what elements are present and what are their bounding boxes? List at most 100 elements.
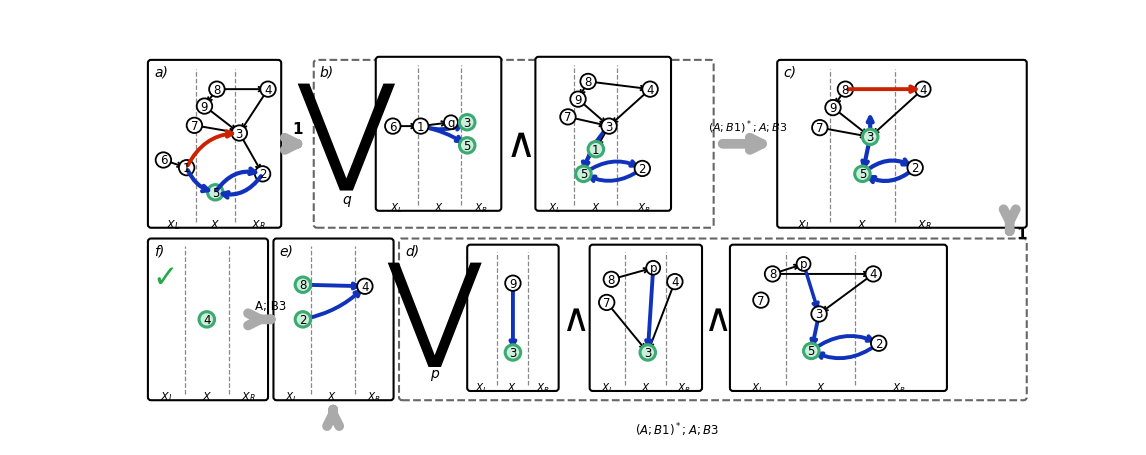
Text: 2: 2 bbox=[299, 313, 307, 326]
Circle shape bbox=[254, 167, 270, 182]
Text: 9: 9 bbox=[509, 277, 517, 290]
Text: 5: 5 bbox=[463, 140, 471, 152]
Text: p: p bbox=[800, 258, 807, 271]
Text: $X_R$: $X_R$ bbox=[251, 217, 266, 231]
Circle shape bbox=[667, 274, 683, 290]
Text: 2: 2 bbox=[259, 168, 266, 181]
Circle shape bbox=[863, 130, 878, 145]
Text: 1: 1 bbox=[417, 120, 424, 133]
Circle shape bbox=[908, 161, 923, 176]
FancyBboxPatch shape bbox=[730, 245, 947, 391]
Circle shape bbox=[865, 267, 881, 282]
Text: $\bigvee$: $\bigvee$ bbox=[297, 81, 397, 192]
Circle shape bbox=[599, 295, 614, 310]
Circle shape bbox=[505, 345, 520, 360]
Circle shape bbox=[460, 138, 474, 154]
Text: $X$: $X$ bbox=[210, 217, 220, 229]
Circle shape bbox=[643, 82, 658, 98]
Text: 6: 6 bbox=[159, 154, 167, 167]
Text: 3: 3 bbox=[509, 346, 517, 359]
Text: $X_R$: $X_R$ bbox=[536, 380, 550, 394]
Circle shape bbox=[753, 293, 769, 308]
Text: 3: 3 bbox=[815, 308, 823, 321]
Text: 8: 8 bbox=[299, 278, 307, 292]
Text: $X_R$: $X_R$ bbox=[367, 389, 382, 403]
Text: 9: 9 bbox=[201, 101, 209, 113]
Text: $X$: $X$ bbox=[857, 217, 868, 229]
Circle shape bbox=[260, 82, 276, 98]
Text: 7: 7 bbox=[603, 296, 611, 309]
Text: 8: 8 bbox=[584, 76, 591, 89]
Text: $X$: $X$ bbox=[591, 201, 601, 212]
Circle shape bbox=[796, 258, 810, 271]
Circle shape bbox=[588, 142, 604, 157]
Text: ✓: ✓ bbox=[152, 263, 178, 292]
Text: 9: 9 bbox=[830, 102, 837, 115]
Text: $X_L$: $X_L$ bbox=[166, 217, 180, 231]
Text: 7: 7 bbox=[758, 294, 764, 307]
Text: $(A;B1)^*;A;B3$: $(A;B1)^*;A;B3$ bbox=[708, 118, 787, 135]
Text: 8: 8 bbox=[213, 83, 220, 96]
Text: 4: 4 bbox=[870, 268, 877, 281]
Circle shape bbox=[838, 82, 853, 98]
Text: A; B3: A; B3 bbox=[254, 299, 286, 312]
Text: $X_L$: $X_L$ bbox=[548, 201, 562, 214]
Text: $X_R$: $X_R$ bbox=[637, 201, 651, 214]
Circle shape bbox=[813, 121, 827, 136]
Text: 4: 4 bbox=[265, 83, 272, 96]
Text: 1: 1 bbox=[292, 122, 303, 137]
Circle shape bbox=[602, 119, 617, 135]
Circle shape bbox=[199, 312, 214, 327]
Text: c): c) bbox=[784, 66, 796, 79]
Text: 4: 4 bbox=[919, 83, 927, 96]
Text: $X_L$: $X_L$ bbox=[476, 380, 488, 394]
Circle shape bbox=[580, 75, 596, 90]
Text: b): b) bbox=[320, 66, 335, 79]
Text: q: q bbox=[447, 116, 455, 130]
Circle shape bbox=[209, 82, 225, 98]
Circle shape bbox=[187, 118, 202, 134]
Circle shape bbox=[385, 119, 401, 135]
Text: 6: 6 bbox=[388, 120, 397, 133]
Text: 8: 8 bbox=[607, 273, 615, 286]
Circle shape bbox=[639, 345, 656, 360]
FancyBboxPatch shape bbox=[274, 239, 393, 400]
FancyBboxPatch shape bbox=[148, 239, 268, 400]
Text: $X$: $X$ bbox=[202, 389, 212, 402]
Circle shape bbox=[179, 161, 195, 176]
Text: $\wedge$: $\wedge$ bbox=[562, 301, 587, 339]
Circle shape bbox=[207, 185, 223, 201]
Text: $\wedge$: $\wedge$ bbox=[504, 124, 532, 166]
Text: 4: 4 bbox=[361, 280, 369, 293]
Circle shape bbox=[575, 167, 591, 182]
Circle shape bbox=[571, 92, 586, 108]
Circle shape bbox=[460, 115, 474, 131]
FancyBboxPatch shape bbox=[777, 61, 1027, 228]
Circle shape bbox=[764, 267, 780, 282]
Text: 2: 2 bbox=[638, 162, 646, 176]
Text: $X$: $X$ bbox=[816, 380, 825, 392]
Circle shape bbox=[156, 153, 171, 168]
FancyBboxPatch shape bbox=[590, 245, 702, 391]
Text: e): e) bbox=[280, 243, 293, 258]
Circle shape bbox=[231, 126, 248, 142]
Text: $X_R$: $X_R$ bbox=[474, 201, 488, 214]
Text: 4: 4 bbox=[646, 83, 654, 96]
Text: 7: 7 bbox=[816, 122, 824, 135]
Text: p: p bbox=[650, 262, 657, 275]
Text: 5: 5 bbox=[808, 345, 815, 358]
Circle shape bbox=[560, 110, 575, 125]
Text: 7: 7 bbox=[564, 111, 572, 124]
Text: 3: 3 bbox=[463, 116, 471, 130]
Text: a): a) bbox=[154, 66, 168, 79]
Text: $X_R$: $X_R$ bbox=[917, 217, 932, 231]
FancyBboxPatch shape bbox=[148, 61, 281, 228]
Text: $\bigvee$: $\bigvee$ bbox=[386, 259, 482, 368]
Text: 1: 1 bbox=[183, 162, 190, 175]
Text: 2: 2 bbox=[911, 162, 919, 175]
Circle shape bbox=[358, 279, 372, 294]
FancyBboxPatch shape bbox=[376, 58, 501, 211]
Text: 3: 3 bbox=[866, 131, 874, 144]
Text: $X$: $X$ bbox=[641, 380, 650, 392]
Text: $\wedge$: $\wedge$ bbox=[704, 301, 729, 339]
